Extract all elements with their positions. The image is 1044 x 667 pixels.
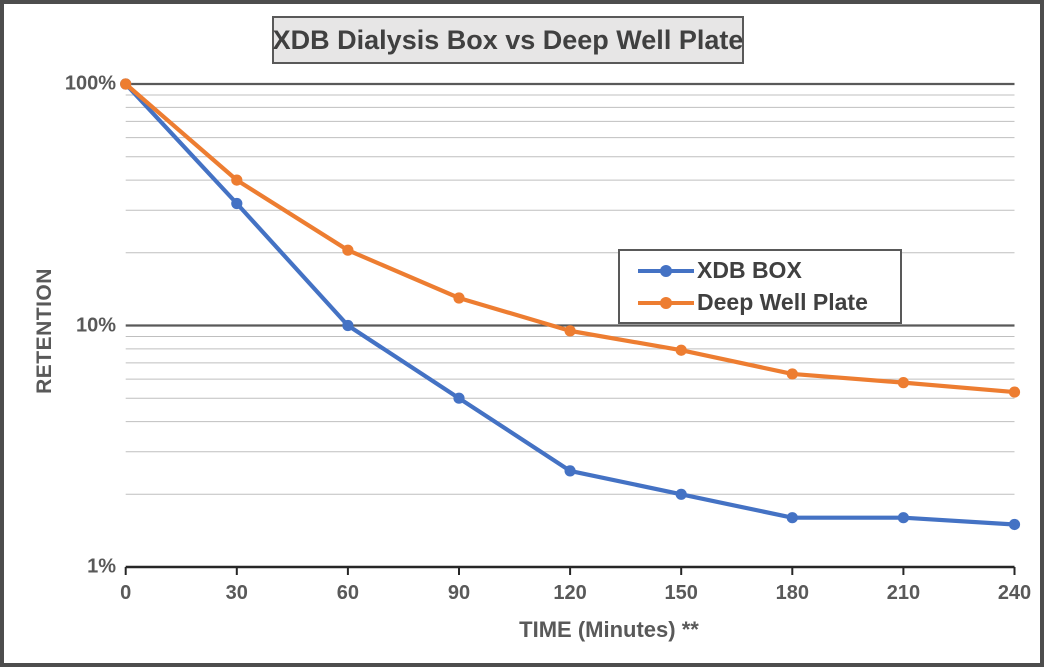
legend-label: Deep Well Plate [697,289,868,315]
data-point-marker [1008,518,1021,531]
x-tick-label: 60 [336,582,360,604]
chart-title: XDB Dialysis Box vs Deep Well Plate [272,24,744,55]
legend-line-marker-swatch [638,264,694,277]
y-tick-label: 10% [75,314,116,336]
data-point-marker [564,325,576,337]
data-point-marker [897,377,910,389]
x-axis-title: TIME (Minutes) ** [519,617,699,642]
data-point-marker [120,78,132,90]
legend: XDB BOX Deep Well Plate [618,249,902,324]
data-point-marker [786,512,798,524]
data-point-marker [453,292,465,304]
chart-title-box: XDB Dialysis Box vs Deep Well Plate [272,16,744,64]
data-point-marker [1008,386,1021,398]
series-line-deep-well-plate [123,81,1017,395]
data-point-marker [675,344,687,356]
x-tick-label: 210 [886,582,921,604]
data-point-marker [675,488,687,500]
data-point-marker [897,512,910,524]
data-point-marker [786,368,798,380]
data-point-marker [231,197,243,210]
legend-label: XDB BOX [697,257,802,283]
x-tick-label: 120 [553,582,587,604]
x-tick-label: 30 [225,582,248,604]
x-tick-label: 150 [664,582,698,604]
plot-area [120,78,1021,575]
legend-line-marker-swatch [638,296,694,309]
legend-entry: XDB BOX [638,255,900,287]
data-point-marker [342,244,354,256]
x-tick-label: 90 [447,582,471,604]
legend-entry: Deep Well Plate [638,287,900,319]
y-axis-title: RETENTION [33,268,56,394]
x-tick-label: 240 [997,582,1032,604]
data-point-marker [453,392,465,404]
y-tick-label: 100% [64,72,116,95]
y-tick-label: 1% [87,555,116,578]
data-point-marker [342,319,354,332]
x-tick-label: 180 [775,582,809,604]
legend-entries: XDB BOX Deep Well Plate [638,255,900,319]
data-point-marker [231,174,243,186]
data-point-marker [564,465,576,477]
x-tick-label: 0 [120,582,132,604]
